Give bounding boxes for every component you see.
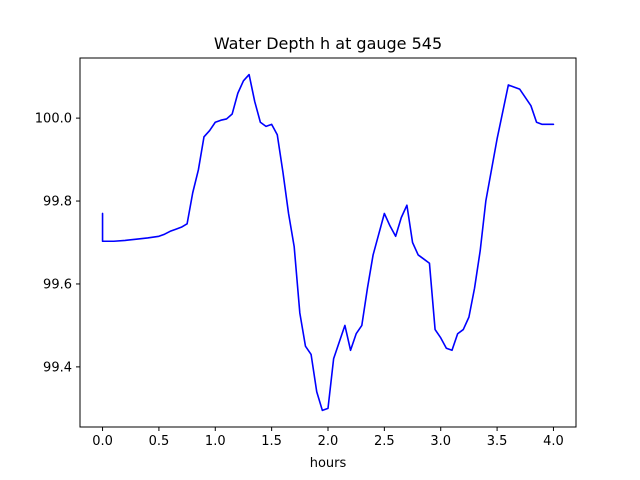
series-line [101, 73, 555, 412]
x-axis-label: hours [310, 456, 347, 471]
chart-title: Water Depth h at gauge 545 [214, 34, 442, 53]
x-axis: 0.0 0.5 1.0 1.5 2.0 2.5 3.0 3.5 4.0 [92, 427, 564, 449]
x-tick-label: 0.5 [149, 434, 170, 449]
x-tick-label: 1.0 [205, 434, 226, 449]
x-tick-label: 3.5 [487, 434, 508, 449]
plot-area [79, 57, 577, 428]
y-tick-label: 99.4 [43, 360, 72, 375]
x-tick-label: 4.0 [543, 434, 564, 449]
y-tick-label: 100.0 [35, 112, 72, 127]
y-axis: 99.4 99.6 99.8 100.0 [35, 112, 80, 375]
x-tick-label: 3.0 [430, 434, 451, 449]
x-tick-label: 0.0 [92, 434, 113, 449]
y-tick-label: 99.8 [43, 195, 72, 210]
y-tick-label: 99.6 [43, 277, 72, 292]
x-tick-label: 1.5 [261, 434, 282, 449]
x-tick-label: 2.5 [374, 434, 395, 449]
x-tick-label: 2.0 [318, 434, 339, 449]
series-layer [101, 73, 555, 412]
